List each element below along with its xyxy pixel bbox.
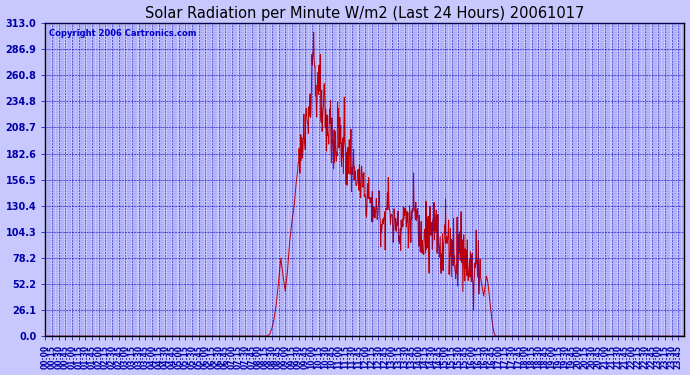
Text: Copyright 2006 Cartronics.com: Copyright 2006 Cartronics.com [49,29,196,38]
Title: Solar Radiation per Minute W/m2 (Last 24 Hours) 20061017: Solar Radiation per Minute W/m2 (Last 24… [146,6,584,21]
